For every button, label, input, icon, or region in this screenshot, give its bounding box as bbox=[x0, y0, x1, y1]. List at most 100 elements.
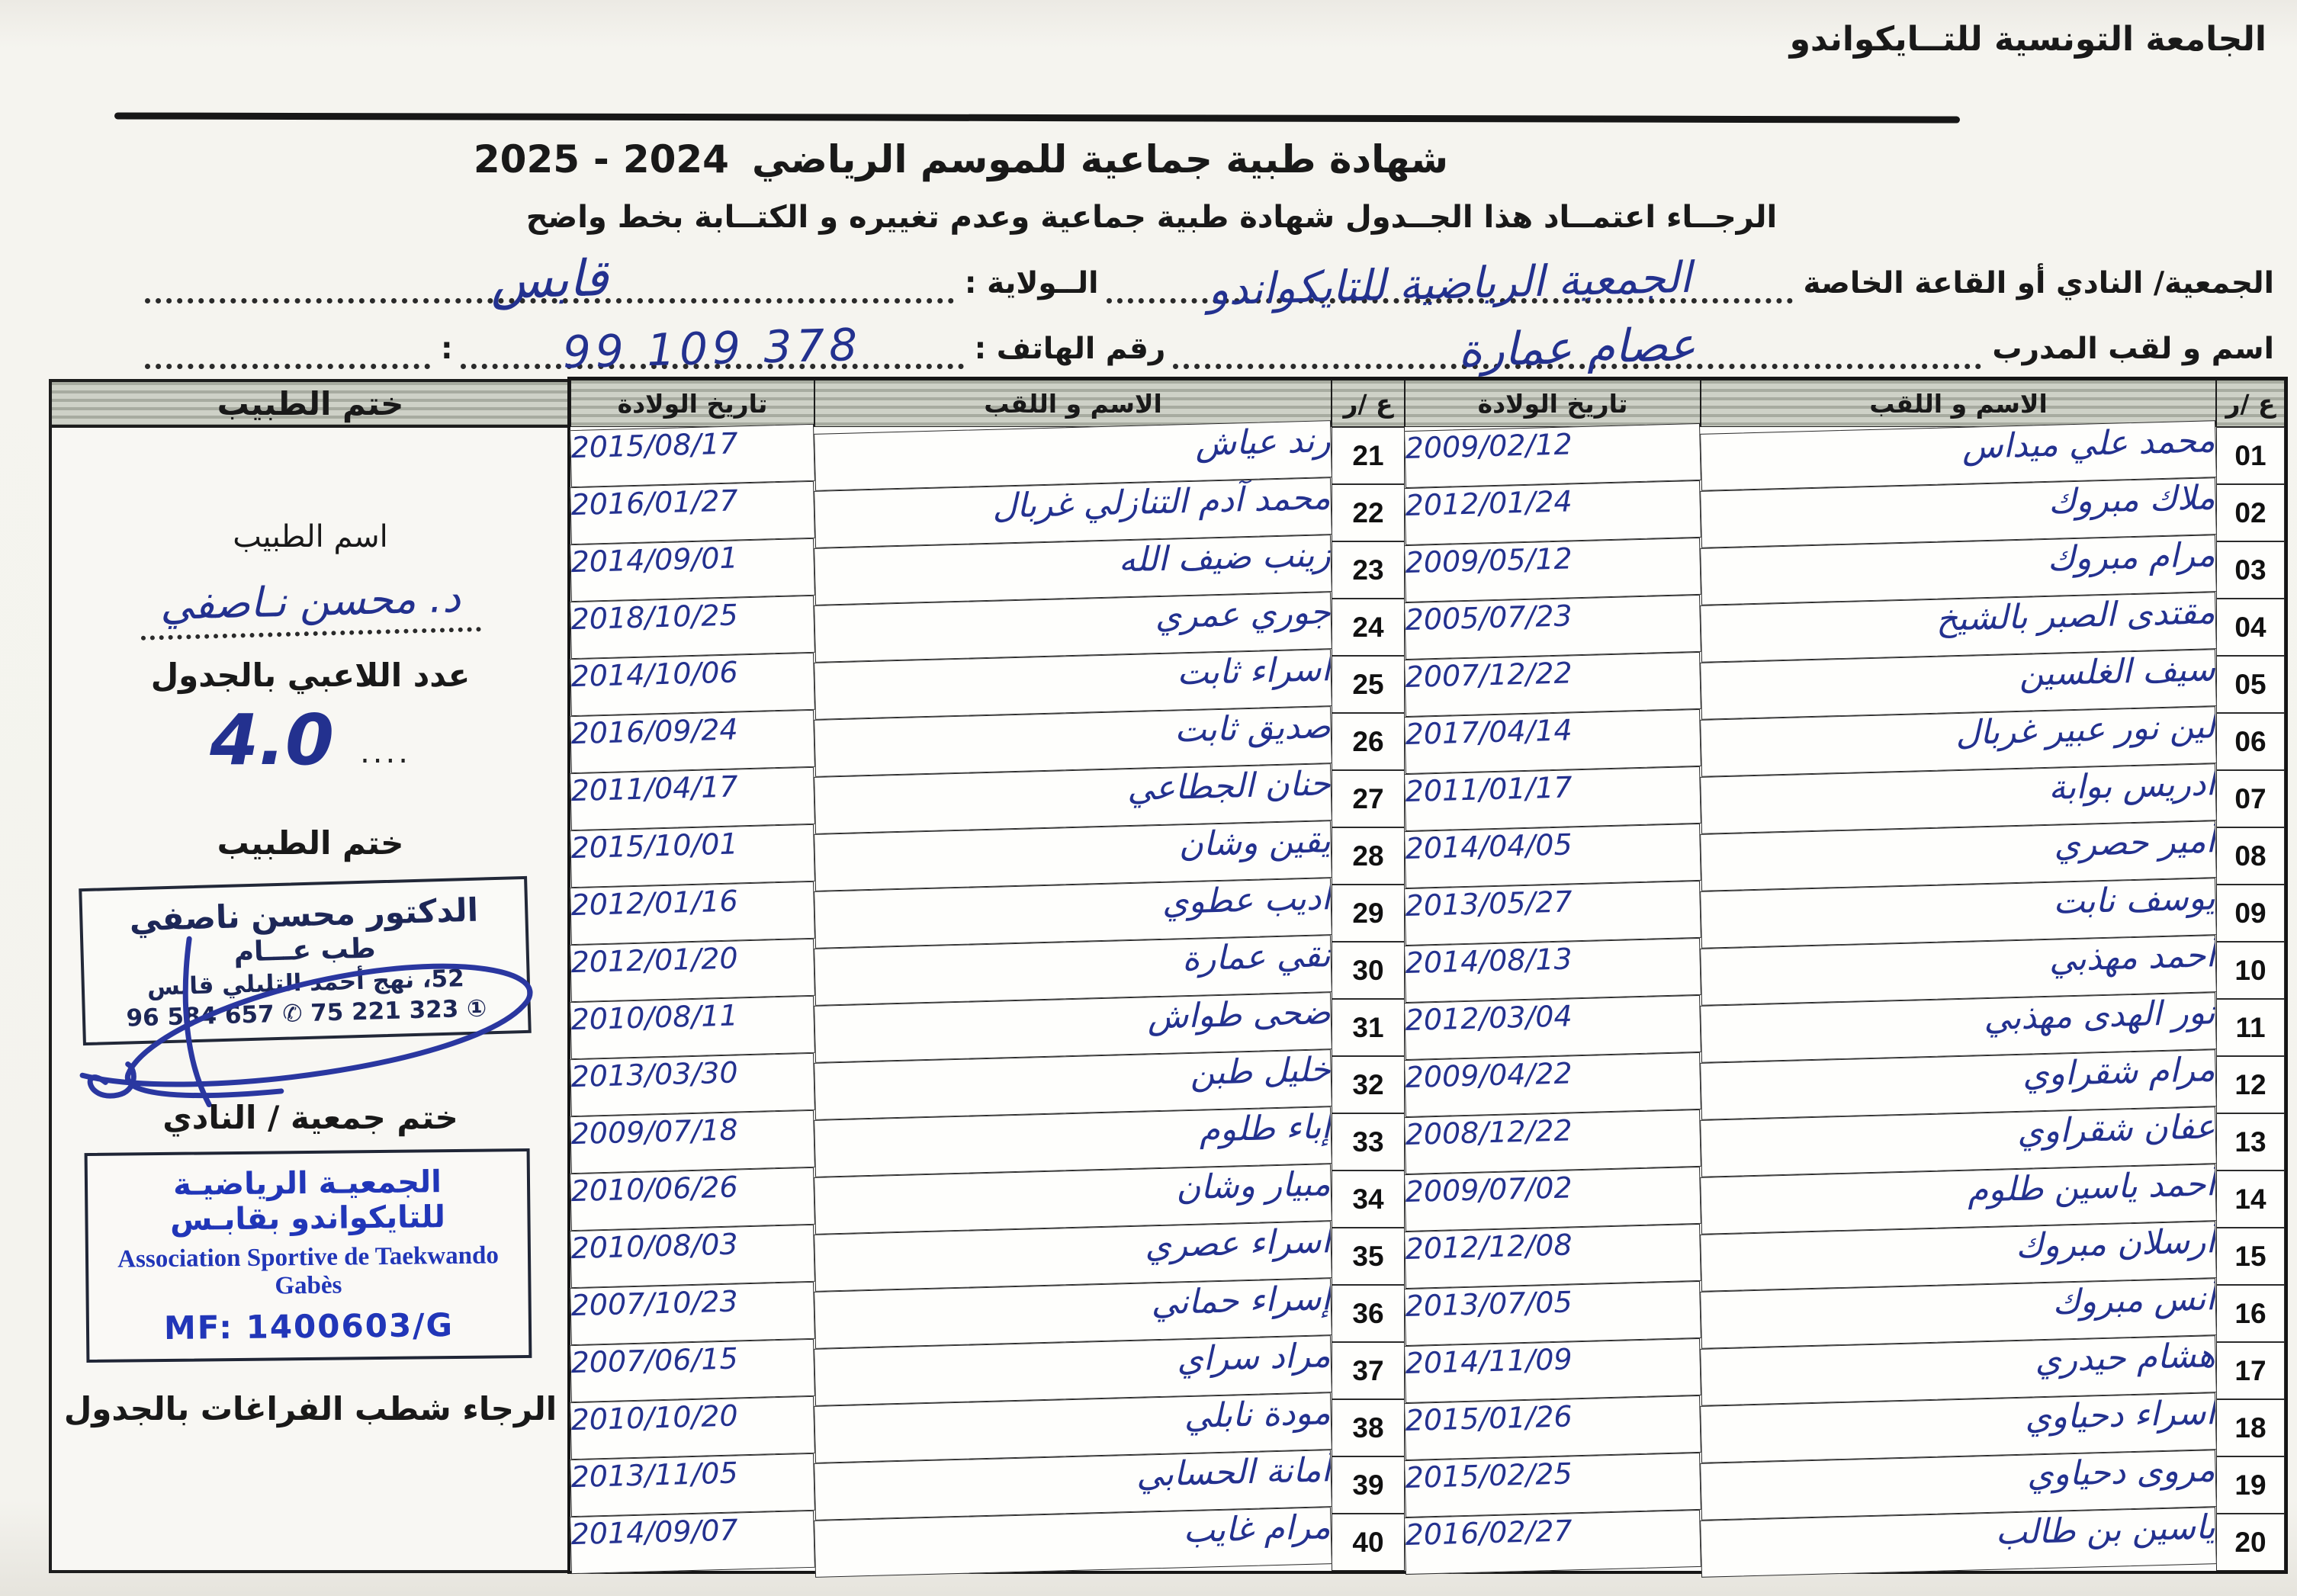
col-header-dob-right: تاريخ الولادة bbox=[1405, 380, 1701, 427]
dob-cell: 2012/01/16 bbox=[570, 881, 815, 946]
num-cell: 36 bbox=[1332, 1285, 1405, 1342]
doctor-stamp-column-header: ختم الطبيب bbox=[52, 382, 569, 428]
phone-field: 99 109 378 bbox=[460, 303, 964, 378]
dob-cell: 2012/03/04 bbox=[1404, 994, 1701, 1061]
dob-cell: 2015/01/26 bbox=[1404, 1395, 1701, 1461]
players-table: تاريخ الولادة الاسم و اللقب ع /ر تاريخ ا… bbox=[570, 380, 2285, 1578]
dob-cell: 2015/08/17 bbox=[570, 423, 815, 488]
dob-cell: 2014/11/09 bbox=[1404, 1337, 1701, 1404]
num-cell: 01 bbox=[2216, 427, 2285, 484]
dob-cell: 2009/07/18 bbox=[570, 1109, 815, 1174]
dob-cell: 2010/08/11 bbox=[570, 995, 815, 1060]
dob-cell: 2007/06/15 bbox=[570, 1338, 815, 1403]
instruction-line: الرجــاء اعتمــاد هذا الجــدول شهادة طبي… bbox=[525, 200, 1778, 235]
num-cell: 06 bbox=[2216, 713, 2285, 770]
dob-cell: 2013/03/30 bbox=[570, 1052, 815, 1117]
col-header-dob-left: تاريخ الولادة bbox=[570, 380, 814, 427]
coach-label: اسم و لقب المدرب bbox=[1992, 332, 2274, 366]
dob-cell: 2017/04/14 bbox=[1404, 708, 1701, 775]
players-count-dots: .... bbox=[360, 735, 411, 770]
num-cell: 35 bbox=[1332, 1228, 1405, 1285]
wilaya-field: قابس bbox=[145, 237, 954, 310]
players-count-label: عدد اللاعبي بالجدول bbox=[150, 657, 471, 694]
num-cell: 40 bbox=[1332, 1514, 1405, 1571]
num-cell: 38 bbox=[1332, 1399, 1405, 1456]
form-line-club: الجمعية/ النادي أو القاعة الخاصة الجمعية… bbox=[145, 242, 2282, 315]
dob-cell: 2013/11/05 bbox=[570, 1453, 815, 1517]
num-cell: 28 bbox=[1332, 827, 1405, 885]
num-cell: 11 bbox=[2216, 999, 2285, 1056]
dob-cell: 2012/12/08 bbox=[1404, 1223, 1701, 1289]
num-cell: 34 bbox=[1332, 1171, 1405, 1228]
num-cell: 24 bbox=[1332, 599, 1405, 656]
num-cell: 23 bbox=[1332, 541, 1405, 599]
col-header-num-left: ع /ر bbox=[1332, 380, 1405, 427]
dob-cell: 2008/12/22 bbox=[1404, 1109, 1701, 1175]
doctor-name-handwritten: د. محسن نـاصفي bbox=[52, 573, 569, 641]
num-cell: 22 bbox=[1332, 484, 1405, 541]
tail-colon: : bbox=[440, 332, 453, 366]
num-cell: 26 bbox=[1332, 713, 1405, 770]
num-cell: 03 bbox=[2216, 541, 2285, 599]
num-cell: 39 bbox=[1332, 1456, 1405, 1514]
dob-cell: 2011/01/17 bbox=[1404, 766, 1701, 832]
coach-field: عصام عمارة bbox=[1173, 303, 1982, 377]
dob-cell: 2007/12/22 bbox=[1404, 651, 1701, 718]
dob-cell: 2012/01/24 bbox=[1404, 480, 1701, 546]
num-cell: 33 bbox=[1332, 1113, 1405, 1171]
doctor-stamp-box: الدكتور محسن ناصفي طب عـــام 52، نهج أحم… bbox=[79, 875, 533, 1108]
dob-cell: 2013/05/27 bbox=[1404, 880, 1701, 946]
club-label: الجمعية/ النادي أو القاعة الخاصة bbox=[1803, 266, 2274, 300]
num-cell: 13 bbox=[2216, 1113, 2285, 1171]
num-cell: 25 bbox=[1332, 656, 1405, 713]
dob-cell: 2009/02/12 bbox=[1404, 422, 1701, 489]
dob-cell: 2010/06/26 bbox=[570, 1167, 815, 1232]
dob-cell: 2018/10/25 bbox=[570, 595, 815, 660]
col-header-num-right: ع /ر bbox=[2216, 380, 2285, 427]
club-stamp-mf-number: MF: 1400603/G bbox=[163, 1306, 455, 1347]
dob-cell: 2016/09/24 bbox=[570, 709, 815, 774]
num-cell: 08 bbox=[2216, 827, 2285, 885]
num-cell: 18 bbox=[2216, 1399, 2285, 1456]
federation-title: الجامعة التونسية للتــايكواندو bbox=[1789, 20, 2266, 59]
dob-cell: 2011/04/17 bbox=[570, 766, 815, 831]
dob-cell: 2012/01/20 bbox=[570, 938, 815, 1003]
num-cell: 21 bbox=[1332, 427, 1405, 484]
season-to: 2025 bbox=[473, 137, 580, 181]
dob-cell: 2009/04/22 bbox=[1404, 1052, 1701, 1118]
phone-label: رقم الهاتف : bbox=[974, 332, 1166, 366]
doctor-sidebar: ختم الطبيب اسم الطبيب د. محسن نـاصفي عدد… bbox=[49, 379, 572, 1573]
num-cell: 09 bbox=[2216, 885, 2285, 942]
num-cell: 37 bbox=[1332, 1342, 1405, 1399]
num-cell: 10 bbox=[2216, 942, 2285, 999]
num-cell: 29 bbox=[1332, 885, 1405, 942]
doctor-name-label: اسم الطبيب bbox=[233, 519, 388, 554]
doctor-stamp-label: ختم الطبيب bbox=[217, 824, 404, 862]
dob-cell: 2010/10/20 bbox=[570, 1395, 815, 1460]
col-header-name-right: الاسم و اللقب bbox=[1701, 380, 2216, 427]
num-cell: 31 bbox=[1332, 999, 1405, 1056]
dob-cell: 2014/09/01 bbox=[570, 538, 815, 602]
club-field: الجمعية الرياضية للتايكواندو bbox=[1106, 237, 1793, 315]
dob-cell: 2005/07/23 bbox=[1404, 594, 1701, 660]
num-cell: 16 bbox=[2216, 1285, 2285, 1342]
season-from: 2024 bbox=[622, 137, 729, 181]
dob-cell: 2009/05/12 bbox=[1404, 537, 1701, 603]
dob-cell: 2014/10/06 bbox=[570, 652, 815, 717]
num-cell: 05 bbox=[2216, 656, 2285, 713]
dob-cell: 2010/08/03 bbox=[570, 1224, 815, 1289]
season-years: 2024 - 2025 bbox=[474, 137, 729, 181]
dob-cell: 2016/02/27 bbox=[1404, 1509, 1701, 1575]
cross-out-blanks-note: الرجاء شطب الفراغات بالجدول bbox=[63, 1390, 557, 1427]
wilaya-label: الــولاية : bbox=[964, 266, 1099, 300]
dob-cell: 2014/08/13 bbox=[1404, 937, 1701, 1004]
club-stamp-name-ar: الجمعيـة الرياضيـة للتايكواندو بقابـس bbox=[169, 1164, 446, 1238]
num-cell: 14 bbox=[2216, 1171, 2285, 1228]
num-cell: 32 bbox=[1332, 1056, 1405, 1113]
players-count: .... 4.0 bbox=[52, 699, 569, 781]
num-cell: 07 bbox=[2216, 770, 2285, 827]
col-header-name-left: الاسم و اللقب bbox=[814, 380, 1332, 427]
dob-cell: 2016/01/27 bbox=[570, 480, 815, 545]
season-dash: - bbox=[593, 137, 609, 181]
